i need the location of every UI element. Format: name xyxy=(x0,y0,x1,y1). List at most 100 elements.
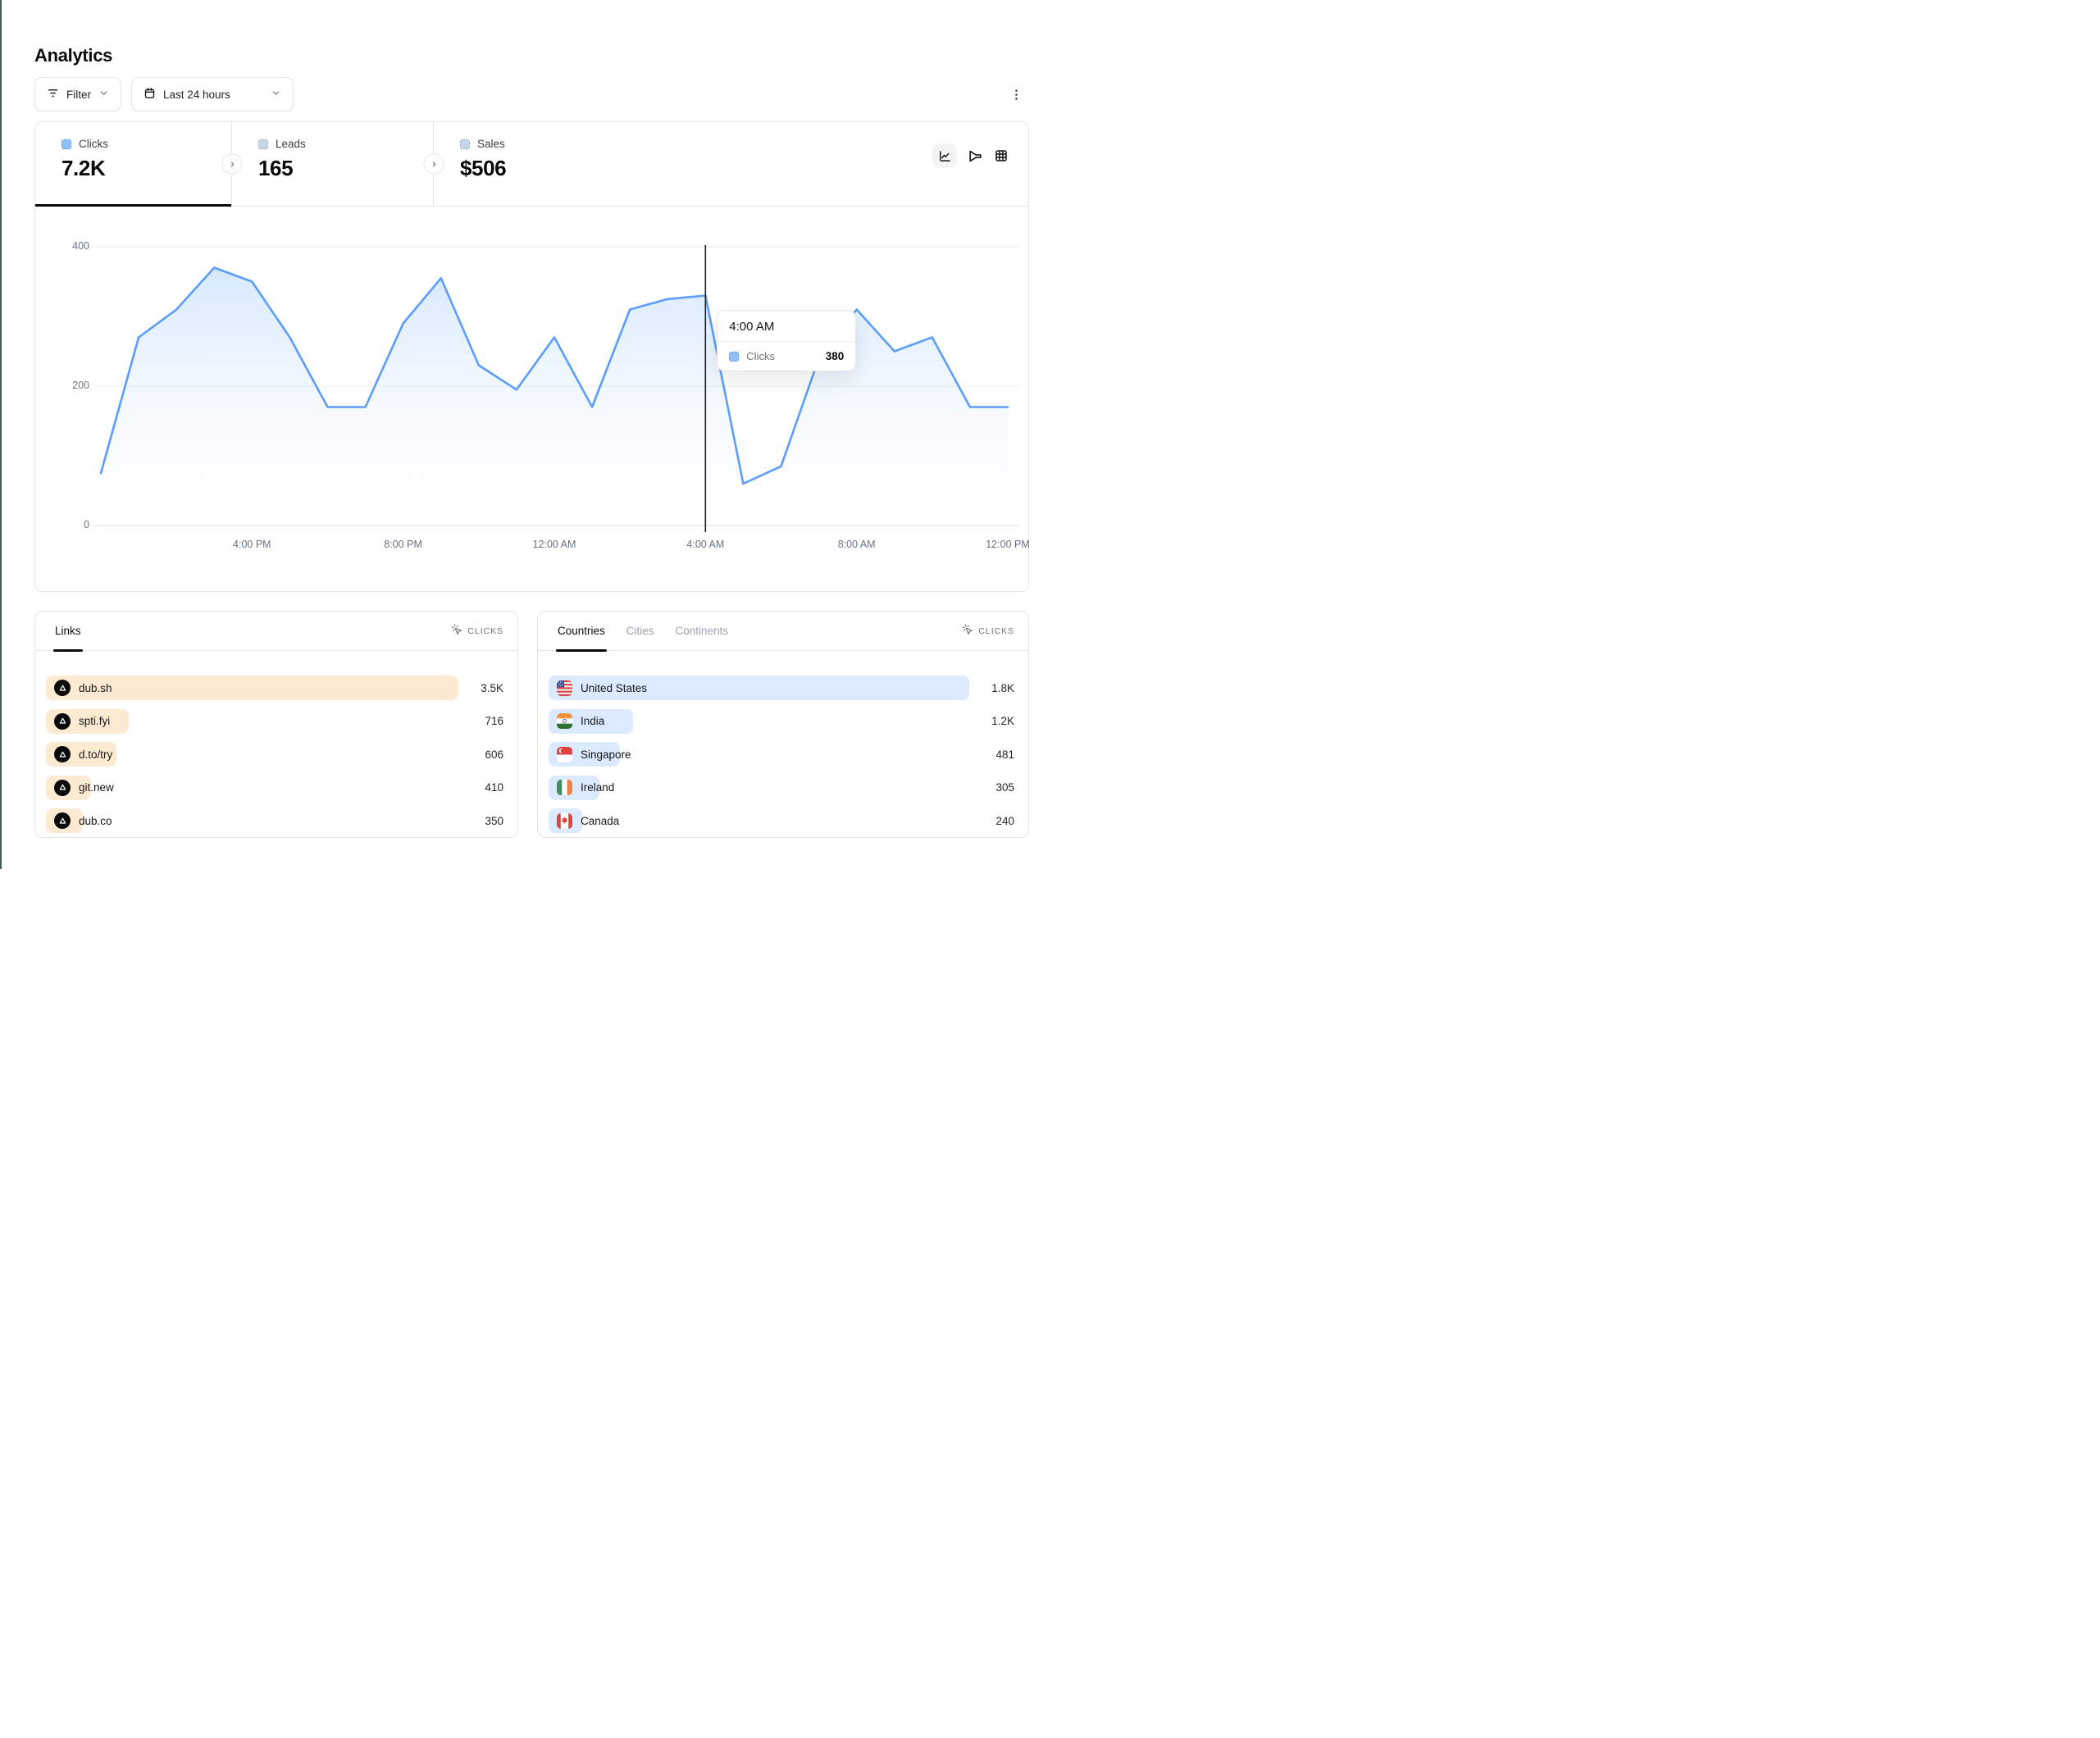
x-axis-tick-label: 12:00 AM xyxy=(532,539,576,550)
cursor-click-icon xyxy=(962,624,973,638)
row-clicks-value: 1.8K xyxy=(991,681,1014,694)
clicks-area-chart[interactable] xyxy=(35,206,1030,593)
x-axis-tick-label: 12:00 PM xyxy=(986,539,1030,550)
links-metric-header[interactable]: CLICKS xyxy=(451,624,503,638)
row-clicks-value: 305 xyxy=(995,781,1014,794)
countries-metric-header-label: CLICKS xyxy=(978,626,1014,636)
leads-tab-value: 165 xyxy=(258,156,294,180)
cursor-click-icon xyxy=(451,624,462,638)
row-label: Ireland xyxy=(581,781,615,794)
clicks-tab-value: 7.2K xyxy=(61,156,106,180)
countries-metric-header[interactable]: CLICKS xyxy=(962,624,1014,638)
sales-tab-value: $506 xyxy=(460,156,507,180)
link-row[interactable]: d.to/try 606 xyxy=(46,742,503,767)
flag-ca-icon xyxy=(557,812,572,829)
links-panel-header: Links CLICKS xyxy=(35,612,517,652)
row-clicks-value: 481 xyxy=(995,748,1014,761)
country-row[interactable]: India 1.2K xyxy=(549,708,1014,734)
tooltip-value: 380 xyxy=(825,350,845,362)
expand-leads-chevron-icon[interactable] xyxy=(423,153,444,175)
clicks-bar xyxy=(549,676,969,700)
row-clicks-value: 240 xyxy=(995,814,1014,827)
row-clicks-value: 716 xyxy=(485,715,503,727)
row-label: dub.co xyxy=(79,814,112,827)
y-axis-tick-label: 0 xyxy=(84,519,89,530)
bar-track xyxy=(549,708,969,734)
row-clicks-value: 3.5K xyxy=(481,681,503,694)
flag-ie-icon xyxy=(557,780,572,795)
dub-logo-icon xyxy=(54,712,71,730)
line-chart-toggle[interactable] xyxy=(932,143,957,168)
countries-tab-underline xyxy=(556,649,607,652)
funnel-chart-toggle[interactable] xyxy=(968,148,983,164)
expand-clicks-chevron-icon[interactable] xyxy=(221,153,243,175)
links-tab-label: Links xyxy=(55,625,81,637)
row-label: India xyxy=(581,715,605,727)
tooltip-series-label: Clicks xyxy=(746,350,775,362)
row-label: United States xyxy=(581,681,648,694)
row-label: d.to/try xyxy=(79,748,113,761)
tab-clicks[interactable]: Clicks 7.2K xyxy=(35,122,232,207)
tab-sales[interactable]: Sales $506 xyxy=(434,122,1028,206)
y-axis-tick-label: 200 xyxy=(72,380,89,391)
countries-panel-header: Countries Cities Continents CLICKS xyxy=(538,612,1028,652)
tab-continents[interactable]: Continents xyxy=(676,612,729,651)
links-panel: Links CLICKS dub.sh 3.5K spti.fyi 716 xyxy=(34,611,518,838)
page-accent-border xyxy=(0,0,2,869)
filter-icon xyxy=(47,87,59,102)
row-clicks-value: 606 xyxy=(485,748,503,761)
dub-logo-icon xyxy=(54,680,71,696)
links-list: dub.sh 3.5K spti.fyi 716 d.to/try 606 xyxy=(46,676,503,842)
link-row[interactable]: dub.sh 3.5K xyxy=(46,676,503,700)
sales-swatch-icon xyxy=(460,139,470,149)
link-row[interactable]: spti.fyi 716 xyxy=(46,708,503,734)
chart-view-toggles xyxy=(932,143,1009,168)
continents-tab-label: Continents xyxy=(675,625,729,637)
tab-cities[interactable]: Cities xyxy=(626,612,654,651)
country-row[interactable]: United States 1.8K xyxy=(549,676,1014,700)
tab-leads[interactable]: Leads 165 xyxy=(232,122,434,206)
table-grid-toggle[interactable] xyxy=(994,148,1009,163)
row-clicks-value: 350 xyxy=(485,814,503,827)
page-title: Analytics xyxy=(34,44,113,66)
chevron-down-icon xyxy=(271,88,281,101)
active-tab-underline xyxy=(35,203,231,207)
metric-tabs-row: Clicks 7.2K Leads 165 Sales $506 xyxy=(35,122,1028,207)
filter-button[interactable]: Filter xyxy=(34,77,121,111)
toolbar: Filter Last 24 hours xyxy=(34,77,1028,111)
clicks-tab-label: Clicks xyxy=(79,138,108,150)
bar-track xyxy=(46,676,458,700)
links-metric-header-label: CLICKS xyxy=(467,626,503,636)
sales-tab-label: Sales xyxy=(477,138,505,150)
cities-tab-label: Cities xyxy=(626,625,654,637)
tooltip-time: 4:00 AM xyxy=(717,311,856,342)
x-axis-tick-label: 8:00 AM xyxy=(837,539,876,550)
calendar-icon xyxy=(143,87,156,102)
links-tab-underline xyxy=(53,649,83,652)
row-label: Singapore xyxy=(581,748,631,761)
more-options-button[interactable] xyxy=(1004,80,1028,108)
date-range-button[interactable]: Last 24 hours xyxy=(131,77,294,111)
analytics-card: Clicks 7.2K Leads 165 Sales $506 xyxy=(34,121,1030,593)
clicks-swatch-icon xyxy=(61,139,71,149)
row-clicks-value: 410 xyxy=(485,781,503,794)
link-row[interactable]: dub.co 350 xyxy=(46,808,503,833)
date-range-label: Last 24 hours xyxy=(163,88,230,101)
x-axis-tick-label: 4:00 PM xyxy=(233,539,271,550)
tab-countries[interactable]: Countries xyxy=(556,612,607,652)
leads-tab-label: Leads xyxy=(276,138,306,150)
clicks-chart[interactable]: 400 200 0 4:00 PM 8:00 PM 12:00 AM 4:00 AM 8:0… xyxy=(35,206,1030,593)
dub-logo-icon xyxy=(54,812,71,829)
country-row[interactable]: Ireland 305 xyxy=(549,775,1014,800)
row-clicks-value: 1.2K xyxy=(991,715,1014,727)
flag-in-icon xyxy=(557,713,572,729)
link-row[interactable]: git.new 410 xyxy=(46,775,503,800)
filter-button-label: Filter xyxy=(66,88,91,101)
flag-us-icon xyxy=(557,680,572,696)
chart-tooltip: 4:00 AM Clicks 380 xyxy=(717,310,857,371)
tab-links[interactable]: Links xyxy=(53,612,83,652)
country-row[interactable]: Singapore 481 xyxy=(549,742,1014,767)
dub-logo-icon xyxy=(54,779,71,796)
country-row[interactable]: Canada 240 xyxy=(549,808,1014,833)
flag-sg-icon xyxy=(557,746,572,762)
